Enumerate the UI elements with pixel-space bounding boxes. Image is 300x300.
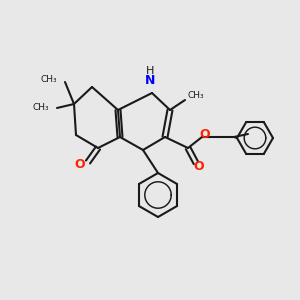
Text: CH₃: CH₃ (32, 103, 49, 112)
Text: O: O (75, 158, 85, 170)
Text: CH₃: CH₃ (40, 76, 57, 85)
Text: N: N (145, 74, 155, 86)
Text: O: O (200, 128, 210, 140)
Text: CH₃: CH₃ (188, 92, 205, 100)
Text: O: O (194, 160, 204, 173)
Text: H: H (146, 66, 154, 76)
